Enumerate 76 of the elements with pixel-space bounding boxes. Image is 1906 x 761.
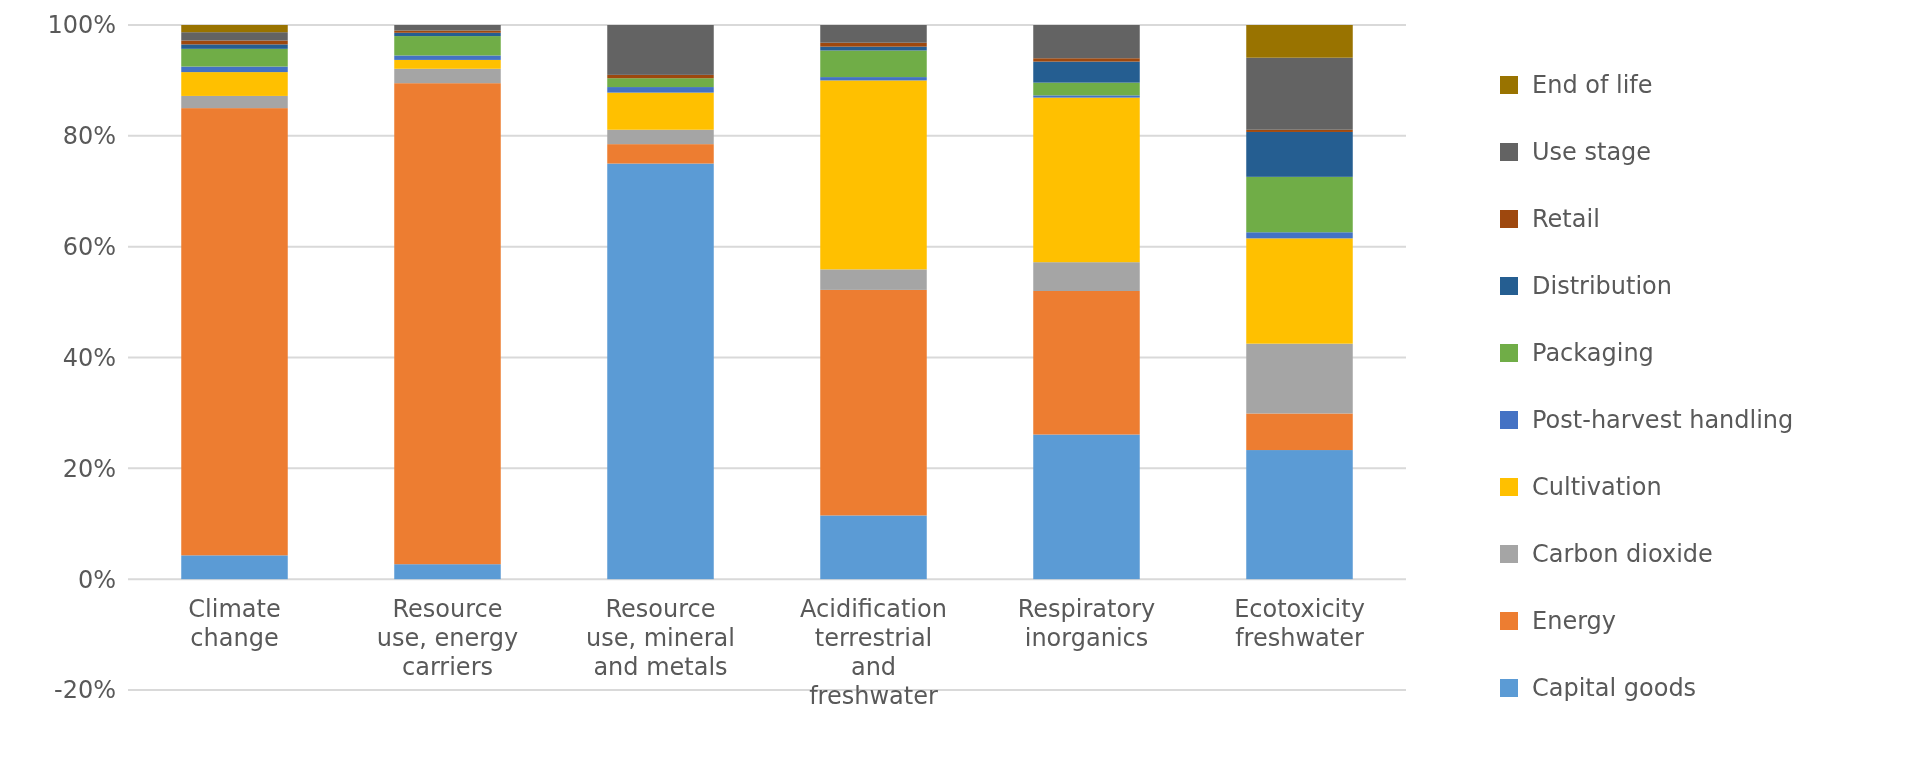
bar bbox=[1033, 82, 1140, 96]
bar bbox=[1246, 131, 1353, 177]
bar bbox=[1246, 176, 1353, 233]
y-tick-label: 60% bbox=[62, 233, 116, 262]
legend-label: Cultivation bbox=[1532, 473, 1662, 502]
bar bbox=[607, 74, 714, 79]
bar bbox=[181, 66, 288, 73]
bar bbox=[181, 95, 288, 109]
x-tick-label: Climate change bbox=[188, 595, 281, 653]
bar bbox=[820, 515, 927, 580]
bar bbox=[1033, 434, 1140, 580]
bar bbox=[181, 25, 288, 33]
bar bbox=[820, 289, 927, 516]
bar bbox=[607, 25, 714, 75]
bar bbox=[394, 83, 501, 565]
bar bbox=[607, 87, 714, 93]
bar bbox=[607, 163, 714, 580]
x-tick-label: Resource use, mineral and metals bbox=[585, 595, 736, 682]
legend-label: Capital goods bbox=[1532, 674, 1697, 703]
bar bbox=[394, 32, 501, 37]
legend-label: Carbon dioxide bbox=[1532, 540, 1713, 569]
y-tick-label: -20% bbox=[53, 676, 116, 705]
bar bbox=[607, 92, 714, 130]
legend-label: Post-harvest handling bbox=[1532, 406, 1794, 435]
bar bbox=[1246, 413, 1353, 451]
y-tick-label: 100% bbox=[47, 11, 116, 40]
bar bbox=[181, 32, 288, 41]
bar bbox=[1246, 343, 1353, 414]
x-tick-label: Acidification terrestrial and freshwater bbox=[800, 595, 947, 711]
bar bbox=[607, 78, 714, 88]
y-tick-label: 80% bbox=[62, 122, 116, 151]
bar bbox=[1246, 57, 1353, 130]
bar bbox=[181, 108, 288, 556]
bar bbox=[1033, 97, 1140, 263]
bar bbox=[394, 36, 501, 56]
bar bbox=[820, 25, 927, 43]
bar bbox=[1033, 291, 1140, 435]
legend-label: Energy bbox=[1532, 607, 1617, 636]
x-tick-label: Ecotoxicity freshwater bbox=[1234, 595, 1365, 653]
bar bbox=[181, 72, 288, 96]
legend-label: Packaging bbox=[1532, 339, 1654, 368]
legend-label: Distribution bbox=[1532, 272, 1673, 301]
bar bbox=[820, 50, 927, 78]
bar bbox=[394, 564, 501, 580]
bar bbox=[394, 59, 501, 69]
y-tick-label: 40% bbox=[62, 343, 116, 372]
bar bbox=[394, 25, 501, 31]
bar bbox=[1246, 238, 1353, 344]
bar bbox=[1033, 58, 1140, 62]
bar bbox=[820, 80, 927, 270]
bar bbox=[1246, 450, 1353, 580]
bar bbox=[1033, 61, 1140, 83]
x-tick-label: Resource use, energy carriers bbox=[376, 595, 519, 682]
bar bbox=[1246, 129, 1353, 132]
bar bbox=[820, 269, 927, 290]
bar bbox=[820, 42, 927, 47]
bar bbox=[1246, 232, 1353, 239]
x-tick-label: Respiratory inorganics bbox=[1017, 595, 1156, 653]
legend-label: Use stage bbox=[1532, 138, 1652, 167]
bar bbox=[181, 44, 288, 49]
bar bbox=[181, 48, 288, 67]
bar bbox=[1033, 25, 1140, 59]
y-tick-label: 0% bbox=[77, 565, 116, 594]
legend-label: End of life bbox=[1532, 71, 1653, 100]
bar bbox=[181, 555, 288, 580]
y-tick-label: 20% bbox=[62, 454, 116, 483]
bar bbox=[607, 129, 714, 145]
bar bbox=[607, 144, 714, 164]
bar bbox=[1033, 95, 1140, 98]
bar bbox=[394, 68, 501, 84]
bar bbox=[820, 77, 927, 81]
bar bbox=[394, 55, 501, 60]
bar bbox=[1246, 25, 1353, 58]
bar bbox=[1033, 262, 1140, 291]
legend-label: Retail bbox=[1532, 205, 1600, 234]
bar bbox=[394, 30, 501, 33]
